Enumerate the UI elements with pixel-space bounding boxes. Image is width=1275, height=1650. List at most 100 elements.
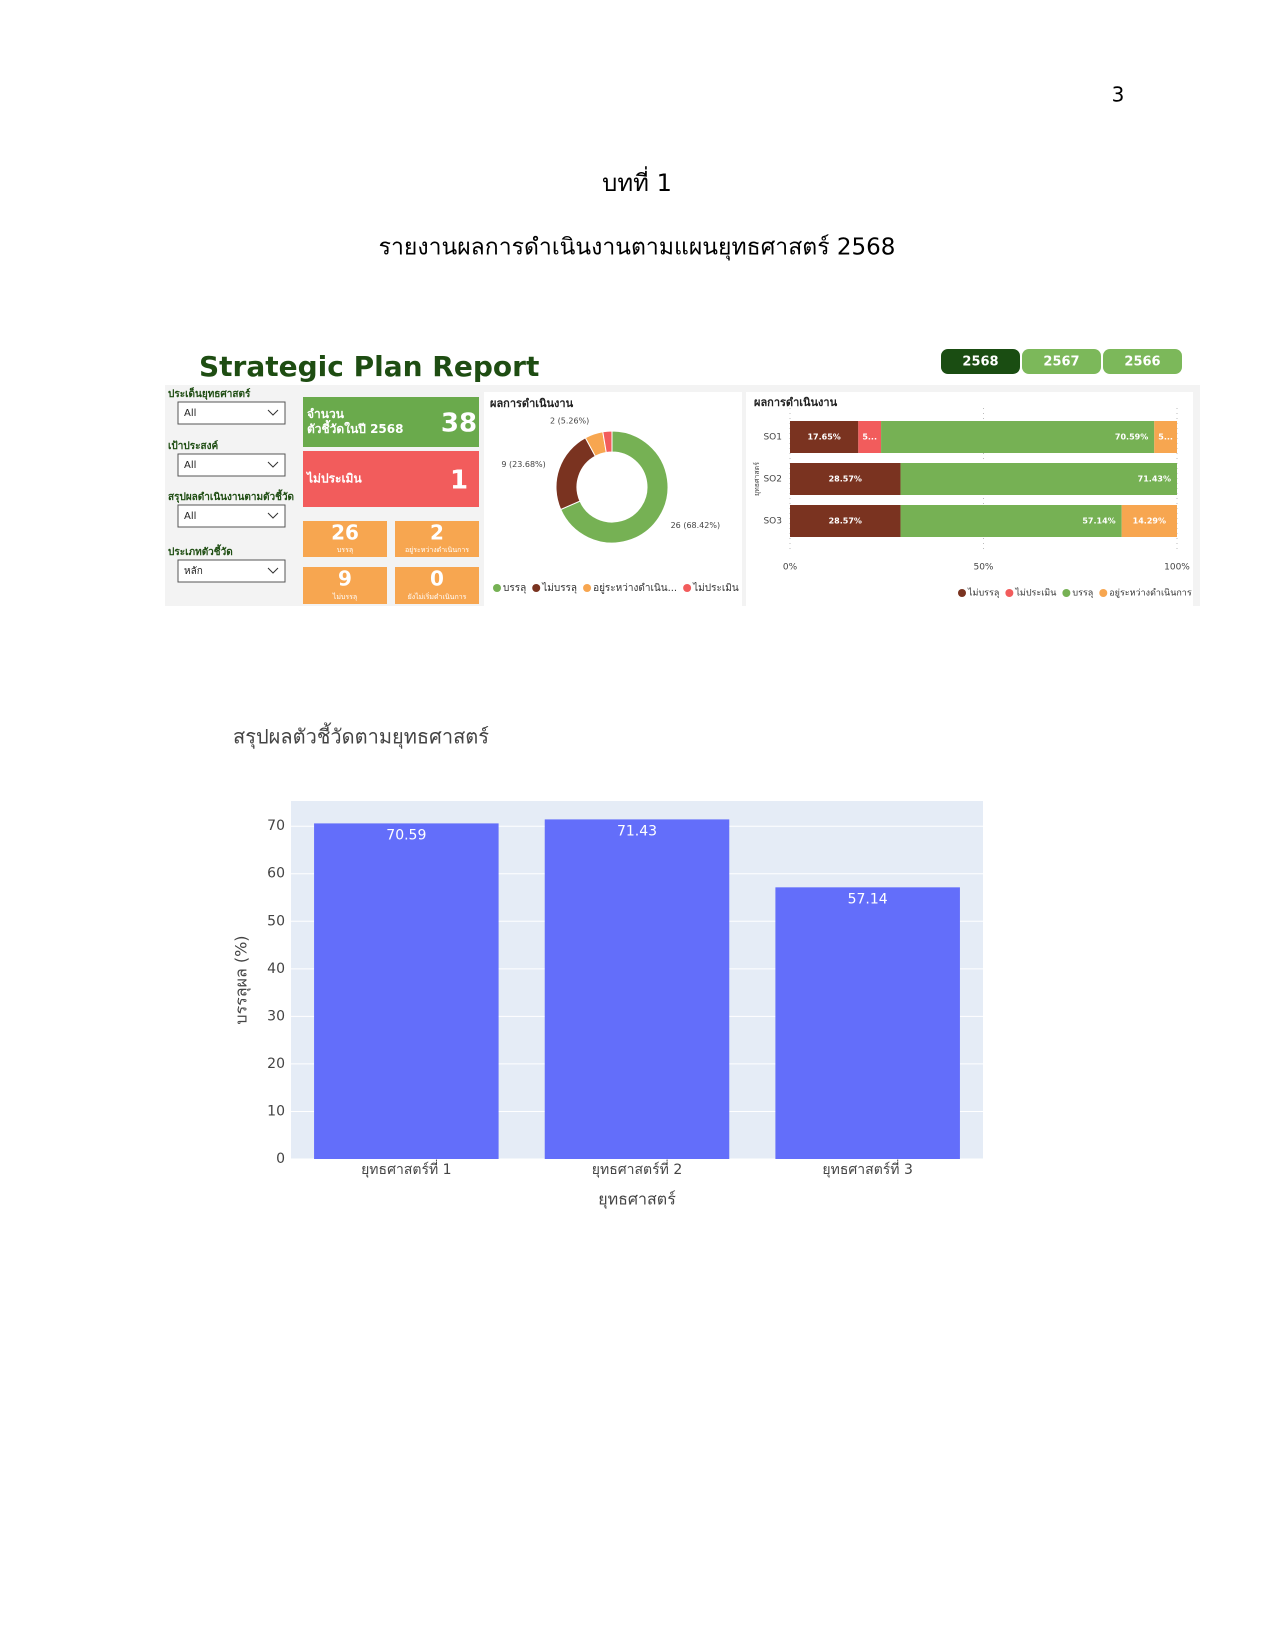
segment-label: 5... bbox=[862, 433, 877, 442]
kpi-card bbox=[303, 451, 479, 507]
segment-label: 28.57% bbox=[829, 517, 862, 526]
filter-label: สรุปผลดำเนินงานตามตัวชี้วัด bbox=[168, 489, 294, 503]
dashboard-title: Strategic Plan Report bbox=[199, 350, 539, 383]
chapter: บทที่ 1 bbox=[602, 166, 672, 197]
y-tick-label: 30 bbox=[267, 1008, 285, 1024]
bar-segment bbox=[790, 505, 901, 537]
filter-dropdown[interactable] bbox=[177, 453, 286, 477]
segment-label: 17.65% bbox=[807, 433, 840, 442]
y-axis-label: ยุทธศาสตร์ bbox=[753, 462, 761, 496]
legend-marker bbox=[532, 584, 541, 592]
bar bbox=[544, 819, 730, 1159]
bar-segment bbox=[900, 505, 1122, 537]
segment-label: 14.29% bbox=[1133, 517, 1166, 526]
card-label: ยังไม่เริ่มดำเนินการ bbox=[408, 592, 467, 601]
y-tick-label: 50 bbox=[267, 913, 285, 929]
legend-label: อยู่ระหว่างดำเนิน... bbox=[593, 583, 677, 594]
filter-dropdown[interactable] bbox=[177, 401, 286, 425]
legend-label: ไม่ประเมิน bbox=[692, 582, 739, 594]
legend-marker bbox=[493, 584, 501, 592]
bar-value-label: 57.14 bbox=[848, 891, 888, 907]
filter-label: ประเภทตัวชี้วัด bbox=[168, 544, 233, 558]
legend-marker bbox=[1062, 589, 1071, 597]
kpi-card bbox=[303, 521, 387, 557]
card-value: 38 bbox=[441, 409, 477, 439]
segment-label: 57.14% bbox=[1082, 517, 1115, 526]
legend-marker bbox=[1099, 589, 1108, 597]
kpi-card bbox=[395, 521, 479, 557]
filter-label: ประเด็นยุทธศาสตร์ bbox=[168, 386, 251, 400]
filter-value: All bbox=[184, 460, 196, 471]
y-tick-label: SO1 bbox=[763, 433, 782, 443]
x-axis-label: ยุทธศาสตร์ bbox=[598, 1190, 676, 1210]
bar-value-label: 70.59 bbox=[386, 827, 426, 843]
y-tick-label: SO3 bbox=[763, 517, 782, 527]
y-axis-label: บรรลุผล (%) bbox=[232, 935, 252, 1024]
year-label: 2566 bbox=[1124, 355, 1160, 370]
chart-title: ผลการดำเนินงาน bbox=[754, 396, 838, 409]
bar-value-label: 71.43 bbox=[617, 823, 657, 839]
card-value: 26 bbox=[331, 521, 359, 545]
legend-label: ไม่ประเมิน bbox=[1014, 588, 1056, 599]
chart-title: สรุปผลตัวชี้วัดตามยุทธศาสตร์ bbox=[233, 723, 489, 750]
chart-title: ผลการดำเนินงาน bbox=[490, 397, 574, 410]
filter-dropdown[interactable] bbox=[177, 504, 286, 528]
y-tick-label: 20 bbox=[267, 1056, 285, 1072]
card-label: จำนวน bbox=[307, 407, 345, 421]
segment-label: 70.59% bbox=[1115, 433, 1148, 442]
card-label: ไม่บรรลุ bbox=[332, 592, 357, 601]
card-value: 1 bbox=[450, 466, 468, 496]
x-tick-label: 100% bbox=[1164, 563, 1190, 573]
legend-marker bbox=[958, 589, 966, 597]
segment-label: 71.43% bbox=[1138, 475, 1171, 484]
year-button[interactable] bbox=[941, 349, 1020, 374]
y-tick-label: 40 bbox=[267, 961, 285, 977]
y-tick-label: 10 bbox=[267, 1103, 285, 1119]
bar bbox=[775, 887, 960, 1159]
card-value: 0 bbox=[430, 567, 444, 591]
legend-label: อยู่ระหว่างดำเนินการ bbox=[1109, 588, 1192, 599]
x-tick-label: ยุทธศาสตร์ที่ 2 bbox=[592, 1160, 682, 1178]
card-label: ไม่ประเมิน bbox=[305, 471, 362, 486]
filter-value: หลัก bbox=[184, 566, 203, 577]
legend-marker bbox=[683, 584, 692, 592]
x-tick-label: 50% bbox=[973, 563, 993, 573]
dropdown-chevron bbox=[267, 567, 279, 574]
year-label: 2567 bbox=[1043, 355, 1079, 370]
dropdown-chevron bbox=[267, 461, 279, 468]
bar-segment bbox=[900, 463, 1177, 495]
kpi-card bbox=[303, 567, 387, 604]
bar bbox=[314, 823, 499, 1159]
dropdown-chevron bbox=[267, 409, 279, 416]
slice-label: 9 (23.68%) bbox=[501, 460, 545, 469]
x-tick-label: ยุทธศาสตร์ที่ 1 bbox=[361, 1160, 451, 1178]
segment-label: 28.57% bbox=[829, 475, 862, 484]
dropdown-chevron bbox=[267, 512, 279, 519]
filter-value: All bbox=[184, 408, 196, 419]
card-label: อยู่ระหว่างดำเนินการ bbox=[405, 546, 469, 554]
legend-label: ไม่บรรลุ bbox=[541, 582, 577, 594]
y-tick-label: SO2 bbox=[763, 475, 782, 485]
kpi-card bbox=[395, 567, 479, 604]
donut-panel bbox=[484, 392, 742, 606]
donut-slice bbox=[560, 430, 669, 544]
bar-segment bbox=[881, 421, 1155, 453]
card-label: ตัวชี้วัดในปี 2568 bbox=[307, 419, 403, 436]
year-label: 2568 bbox=[962, 355, 998, 370]
bar-segment bbox=[1121, 505, 1177, 537]
year-button[interactable] bbox=[1022, 349, 1101, 374]
legend-label: บรรลุ bbox=[503, 583, 526, 594]
donut-slice bbox=[602, 430, 613, 454]
slice-label: 2 (5.26%) bbox=[550, 416, 589, 425]
bar-segment bbox=[858, 421, 882, 453]
segment-label: 5... bbox=[1158, 433, 1173, 442]
y-tick-label: 0 bbox=[276, 1151, 285, 1167]
legend-marker bbox=[583, 584, 592, 592]
page-number: 3 bbox=[1112, 83, 1125, 107]
filter-label: เป้าประสงค์ bbox=[168, 440, 218, 452]
kpi-card bbox=[303, 397, 479, 447]
year-button[interactable] bbox=[1103, 349, 1182, 374]
y-tick-label: 70 bbox=[267, 818, 285, 834]
filter-dropdown[interactable] bbox=[177, 559, 286, 583]
